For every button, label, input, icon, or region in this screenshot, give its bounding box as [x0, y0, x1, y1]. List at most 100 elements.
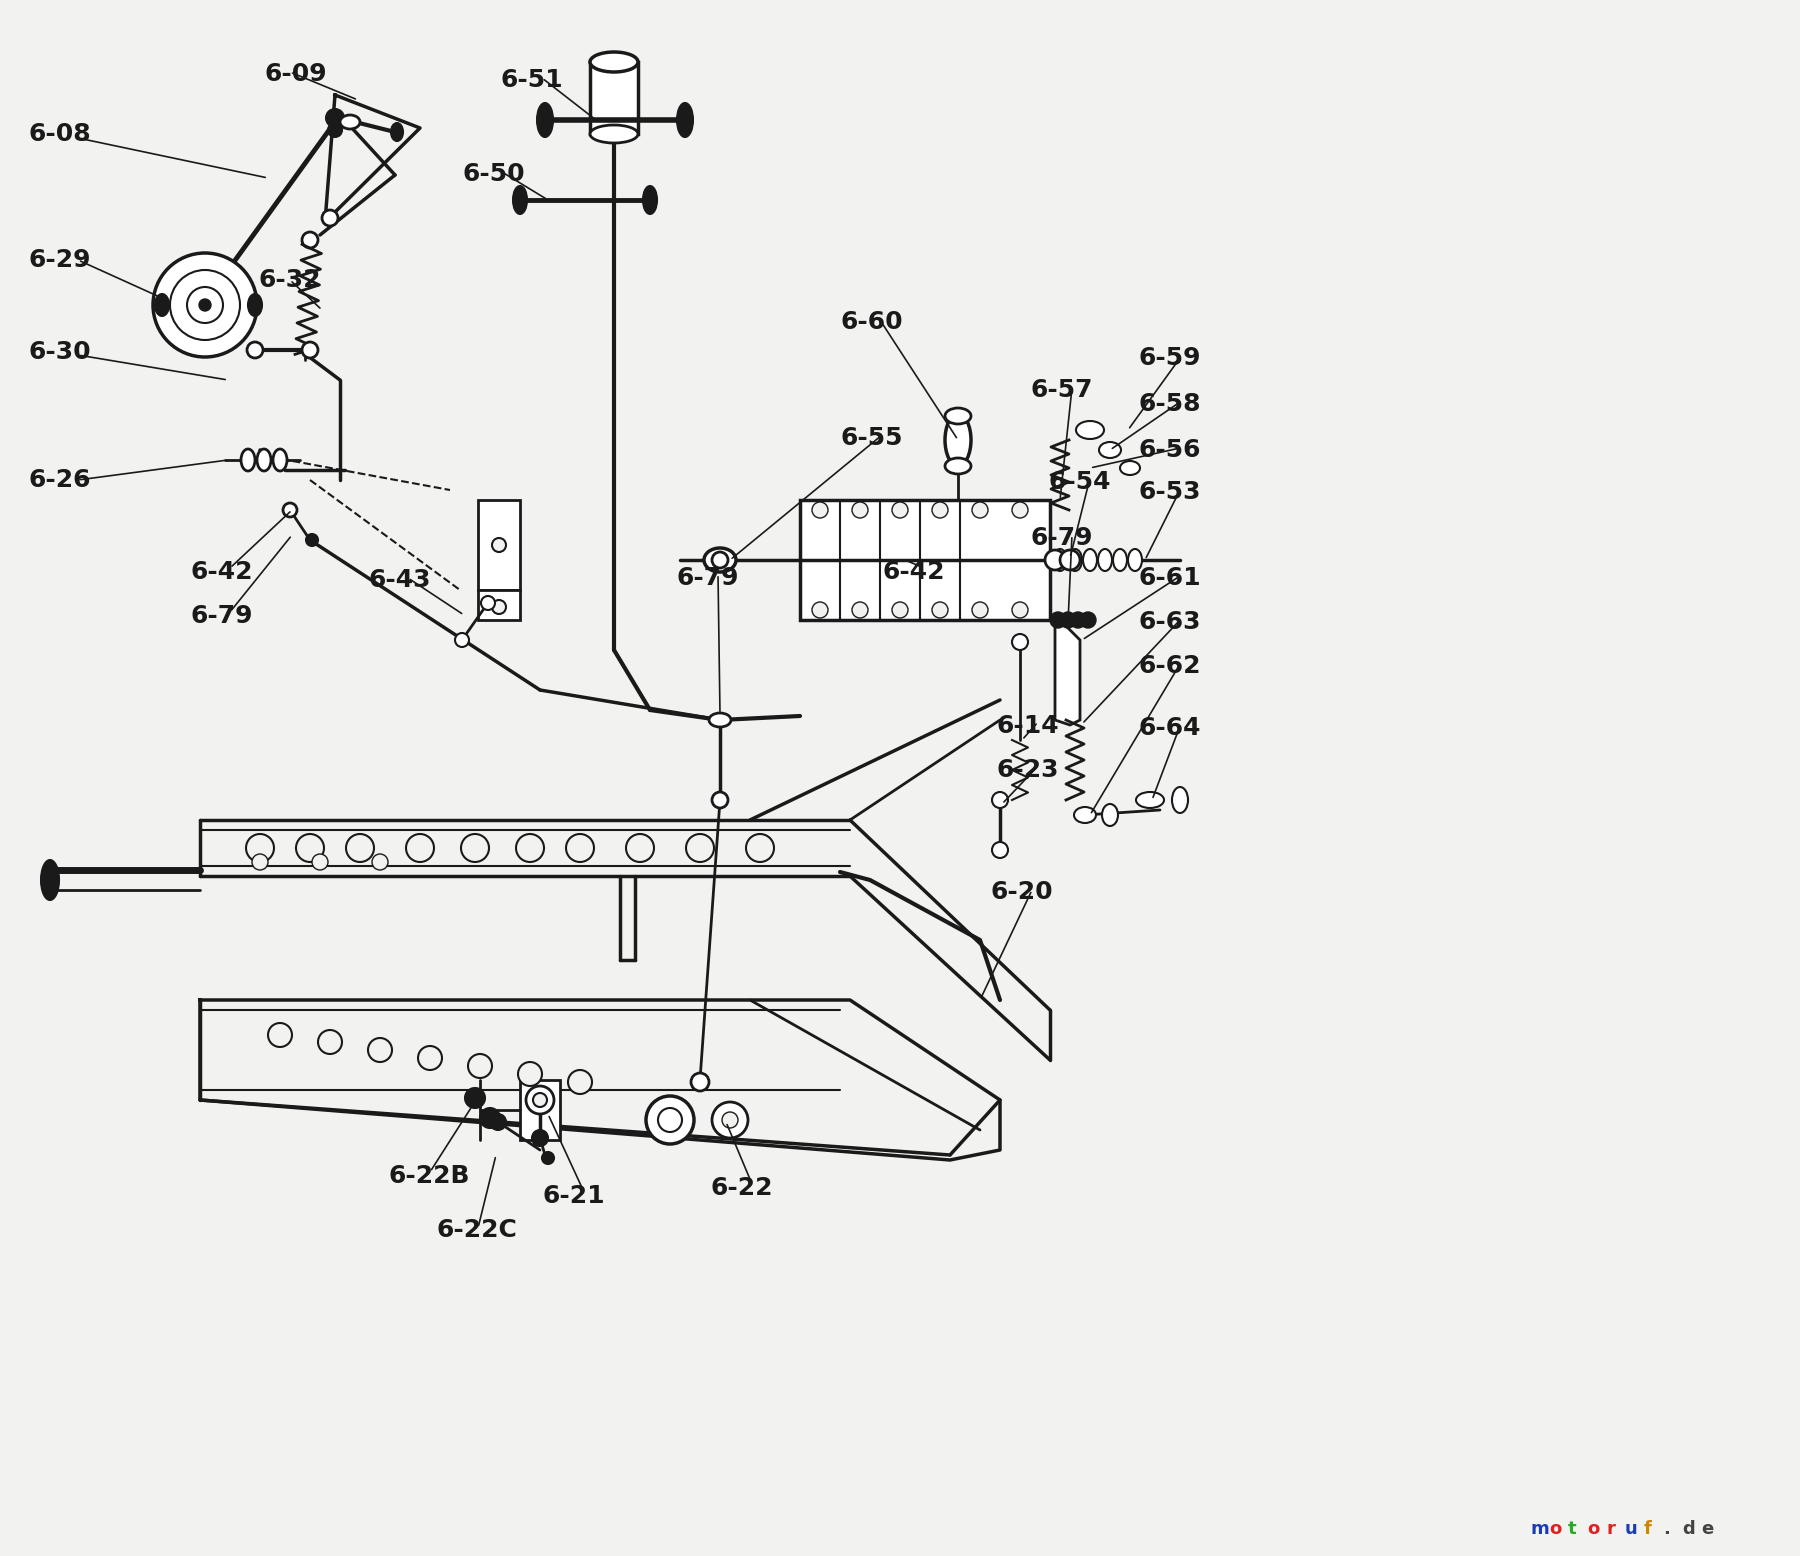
Circle shape	[626, 834, 653, 862]
Bar	[479, 499, 520, 590]
Text: o: o	[1550, 1520, 1561, 1537]
Ellipse shape	[1100, 442, 1121, 457]
Circle shape	[200, 299, 211, 311]
Bar	[479, 590, 520, 619]
Circle shape	[373, 854, 389, 870]
Text: t: t	[1568, 1520, 1577, 1537]
Ellipse shape	[1120, 461, 1139, 475]
Circle shape	[311, 854, 328, 870]
Ellipse shape	[643, 187, 657, 215]
Text: 6-42: 6-42	[882, 560, 945, 584]
Text: 6-79: 6-79	[191, 604, 252, 629]
Circle shape	[646, 1095, 695, 1144]
Text: 6-50: 6-50	[463, 162, 524, 187]
Text: 6-61: 6-61	[1138, 566, 1201, 590]
Circle shape	[328, 123, 342, 137]
Circle shape	[1012, 503, 1028, 518]
Ellipse shape	[248, 294, 263, 316]
Text: 6-79: 6-79	[677, 566, 738, 590]
Ellipse shape	[677, 103, 693, 137]
Ellipse shape	[536, 103, 553, 137]
Circle shape	[722, 1113, 738, 1128]
Text: 6-32: 6-32	[257, 268, 320, 293]
Text: 6-22C: 6-22C	[436, 1218, 517, 1242]
Text: m: m	[1530, 1520, 1548, 1537]
Ellipse shape	[257, 450, 272, 471]
Text: 6-14: 6-14	[995, 714, 1058, 738]
Circle shape	[481, 596, 495, 610]
Ellipse shape	[704, 548, 736, 573]
Ellipse shape	[1075, 808, 1096, 823]
Circle shape	[713, 552, 727, 568]
Circle shape	[533, 1092, 547, 1106]
Circle shape	[187, 286, 223, 324]
Text: e: e	[1701, 1520, 1714, 1537]
Text: 6-22B: 6-22B	[389, 1164, 470, 1187]
Text: 6-51: 6-51	[500, 68, 563, 92]
Circle shape	[268, 1022, 292, 1047]
Ellipse shape	[391, 123, 403, 142]
Circle shape	[686, 834, 715, 862]
Ellipse shape	[155, 294, 169, 316]
Circle shape	[812, 602, 828, 618]
Polygon shape	[799, 499, 1049, 619]
Circle shape	[1080, 612, 1096, 629]
Text: 6-22: 6-22	[709, 1176, 772, 1200]
Circle shape	[542, 1151, 554, 1164]
Circle shape	[1069, 612, 1085, 629]
Ellipse shape	[340, 115, 360, 129]
Text: 6-53: 6-53	[1138, 479, 1201, 504]
Ellipse shape	[1053, 549, 1067, 571]
Circle shape	[972, 503, 988, 518]
Text: 6-20: 6-20	[990, 881, 1053, 904]
Text: 6-58: 6-58	[1138, 392, 1201, 415]
Ellipse shape	[590, 51, 637, 72]
Text: 6-30: 6-30	[29, 341, 90, 364]
Circle shape	[1049, 612, 1066, 629]
Circle shape	[302, 342, 319, 358]
Text: 6-54: 6-54	[1048, 470, 1111, 493]
Circle shape	[464, 1088, 484, 1108]
Circle shape	[518, 1063, 542, 1086]
Ellipse shape	[1076, 422, 1103, 439]
Circle shape	[490, 1114, 506, 1130]
Ellipse shape	[945, 408, 970, 423]
Circle shape	[1060, 549, 1080, 569]
Text: 6-08: 6-08	[29, 121, 90, 146]
Circle shape	[1046, 549, 1066, 569]
Ellipse shape	[1084, 549, 1096, 571]
Circle shape	[526, 1086, 554, 1114]
Text: 6-21: 6-21	[542, 1184, 605, 1207]
Circle shape	[491, 538, 506, 552]
Circle shape	[659, 1108, 682, 1133]
Ellipse shape	[274, 450, 286, 471]
Ellipse shape	[1129, 549, 1141, 571]
Text: d: d	[1681, 1520, 1696, 1537]
Circle shape	[517, 834, 544, 862]
Circle shape	[306, 534, 319, 546]
Text: 6-59: 6-59	[1138, 345, 1201, 370]
Text: 6-55: 6-55	[841, 426, 902, 450]
Ellipse shape	[1172, 787, 1188, 812]
Text: 6-23: 6-23	[995, 758, 1058, 783]
Circle shape	[346, 834, 374, 862]
Text: r: r	[1606, 1520, 1615, 1537]
Text: 6-63: 6-63	[1138, 610, 1201, 633]
Text: f: f	[1643, 1520, 1652, 1537]
Ellipse shape	[1112, 549, 1127, 571]
Circle shape	[851, 602, 868, 618]
Circle shape	[153, 254, 257, 356]
Text: o: o	[1588, 1520, 1598, 1537]
Circle shape	[283, 503, 297, 517]
Circle shape	[252, 854, 268, 870]
Ellipse shape	[1136, 792, 1165, 808]
Circle shape	[247, 834, 274, 862]
Circle shape	[455, 633, 470, 647]
Circle shape	[932, 503, 949, 518]
Circle shape	[972, 602, 988, 618]
Bar	[590, 62, 637, 134]
Circle shape	[326, 109, 344, 128]
Ellipse shape	[945, 414, 970, 465]
Circle shape	[295, 834, 324, 862]
Ellipse shape	[1098, 549, 1112, 571]
